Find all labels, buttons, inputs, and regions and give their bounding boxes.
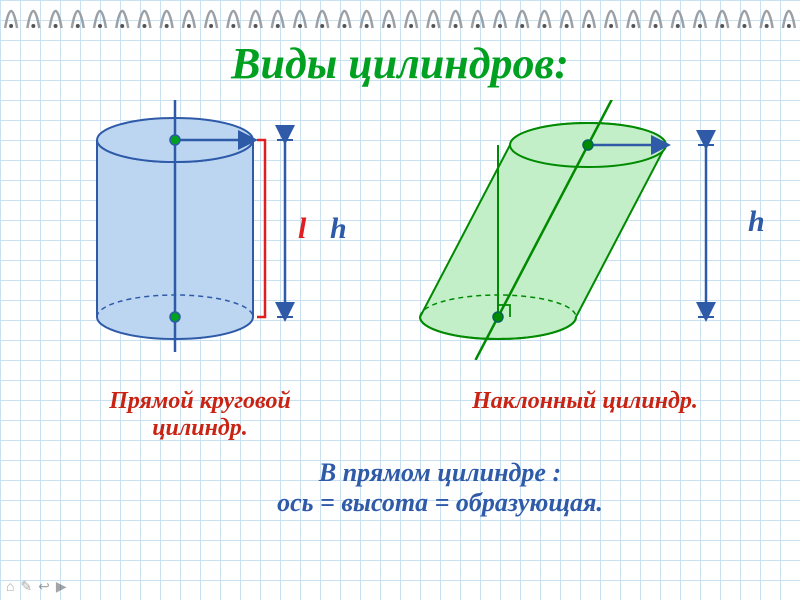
oblique-cylinder [400, 100, 760, 360]
nav-home-icon[interactable]: ⌂ [6, 580, 14, 596]
footer-line1: В прямом цилиндре : [319, 458, 561, 487]
h-label-left: h [330, 212, 347, 246]
nav-back-icon[interactable]: ↩ [38, 579, 50, 596]
caption-left-line1: Прямой круговой [109, 388, 291, 414]
diagram-area: l h h [0, 100, 800, 380]
footer-text: В прямом цилиндре : ось = высота = образ… [200, 458, 680, 518]
caption-left-line2: цилиндр. [152, 415, 248, 441]
h-label-right: h [748, 205, 765, 239]
right-circular-cylinder [50, 100, 370, 360]
caption-left: Прямой круговой цилиндр. [60, 388, 340, 442]
slide-nav: ⌂ ✎ ↩ ▶ [6, 579, 67, 596]
nav-forward-icon[interactable]: ▶ [56, 579, 67, 596]
spiral-binding [0, 0, 800, 30]
slide-content: Виды цилиндров: l h h Прямой круговой ци… [0, 0, 800, 600]
page-title: Виды цилиндров: [0, 38, 800, 89]
l-label: l [298, 212, 306, 246]
nav-pen-icon[interactable]: ✎ [20, 579, 32, 596]
footer-line2: ось = высота = образующая. [277, 488, 603, 517]
caption-right: Наклонный цилиндр. [420, 388, 750, 415]
